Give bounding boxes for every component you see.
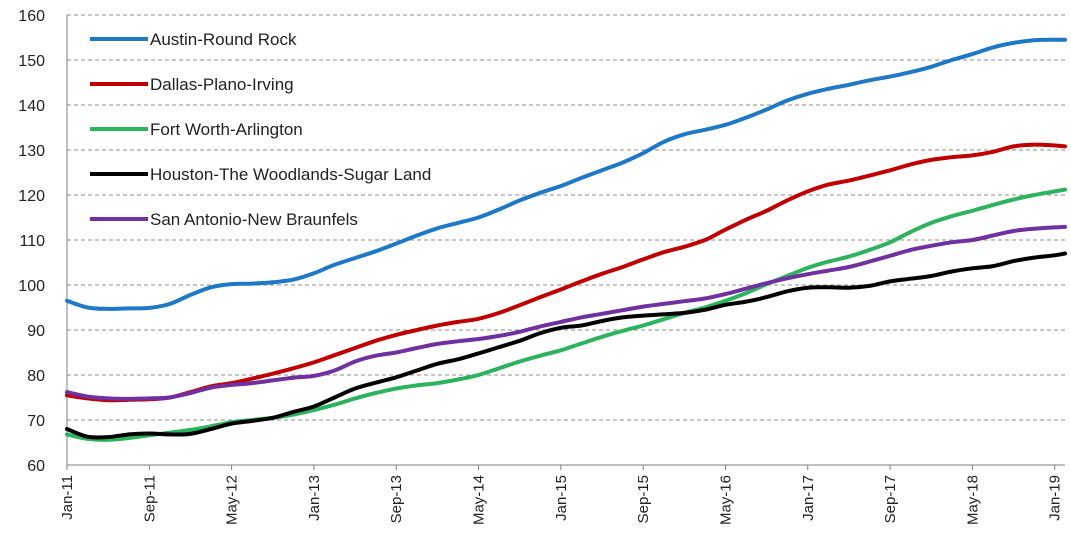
x-tick-label: Sep-13 bbox=[388, 475, 405, 523]
y-tick-label: 140 bbox=[18, 98, 45, 115]
series-line-san-antonio-new-braunfels bbox=[65, 224, 1067, 401]
y-tick-label: 80 bbox=[27, 368, 45, 385]
y-tick-label: 150 bbox=[18, 53, 45, 70]
x-tick-label: May-12 bbox=[224, 475, 241, 525]
x-axis-tick-labels: Jan-11 Sep-11 May-12 Jan-13 Sep-13 May-14 Jan-… bbox=[59, 465, 1064, 525]
x-tick-label: Jan-19 bbox=[1047, 475, 1064, 521]
legend: Austin-Round Rock Dallas-Plano-Irving Fort… bbox=[90, 30, 431, 229]
series-lines bbox=[65, 37, 1067, 442]
y-tick-label: 100 bbox=[18, 278, 45, 295]
y-tick-label: 130 bbox=[18, 143, 45, 160]
axes bbox=[66, 15, 1065, 466]
x-tick-label: Jan-15 bbox=[553, 475, 570, 521]
legend-label: San Antonio-New Braunfels bbox=[150, 210, 358, 229]
x-tick-label: Sep-15 bbox=[635, 475, 652, 523]
legend-label: Austin-Round Rock bbox=[150, 30, 297, 49]
legend-label: Dallas-Plano-Irving bbox=[150, 75, 294, 94]
y-axis-tick-labels: 60 70 80 90 100 110 120 130 140 150 160 bbox=[18, 8, 45, 475]
y-tick-label: 90 bbox=[27, 323, 45, 340]
x-tick-label: Jan-11 bbox=[59, 475, 76, 520]
series-line-austin-round-rock bbox=[65, 37, 1067, 311]
x-tick-label: Sep-11 bbox=[141, 475, 158, 522]
x-tick-label: May-14 bbox=[471, 475, 488, 525]
gridlines bbox=[67, 14, 1065, 421]
legend-label: Houston-The Woodlands-Sugar Land bbox=[150, 165, 431, 184]
y-tick-label: 160 bbox=[18, 8, 45, 25]
x-tick-label: Sep-17 bbox=[882, 475, 899, 523]
x-tick-label: Jan-13 bbox=[306, 475, 323, 521]
y-tick-label: 60 bbox=[27, 458, 45, 475]
y-tick-label: 110 bbox=[19, 233, 45, 250]
x-tick-label: May-18 bbox=[964, 475, 981, 525]
x-tick-label: Jan-17 bbox=[800, 475, 817, 521]
y-tick-label: 70 bbox=[27, 413, 45, 430]
x-tick-label: May-16 bbox=[717, 475, 734, 525]
y-tick-label: 120 bbox=[18, 188, 45, 205]
series-line-houston-the-woodlands-sugar-land bbox=[65, 251, 1067, 440]
legend-label: Fort Worth-Arlington bbox=[150, 120, 303, 139]
